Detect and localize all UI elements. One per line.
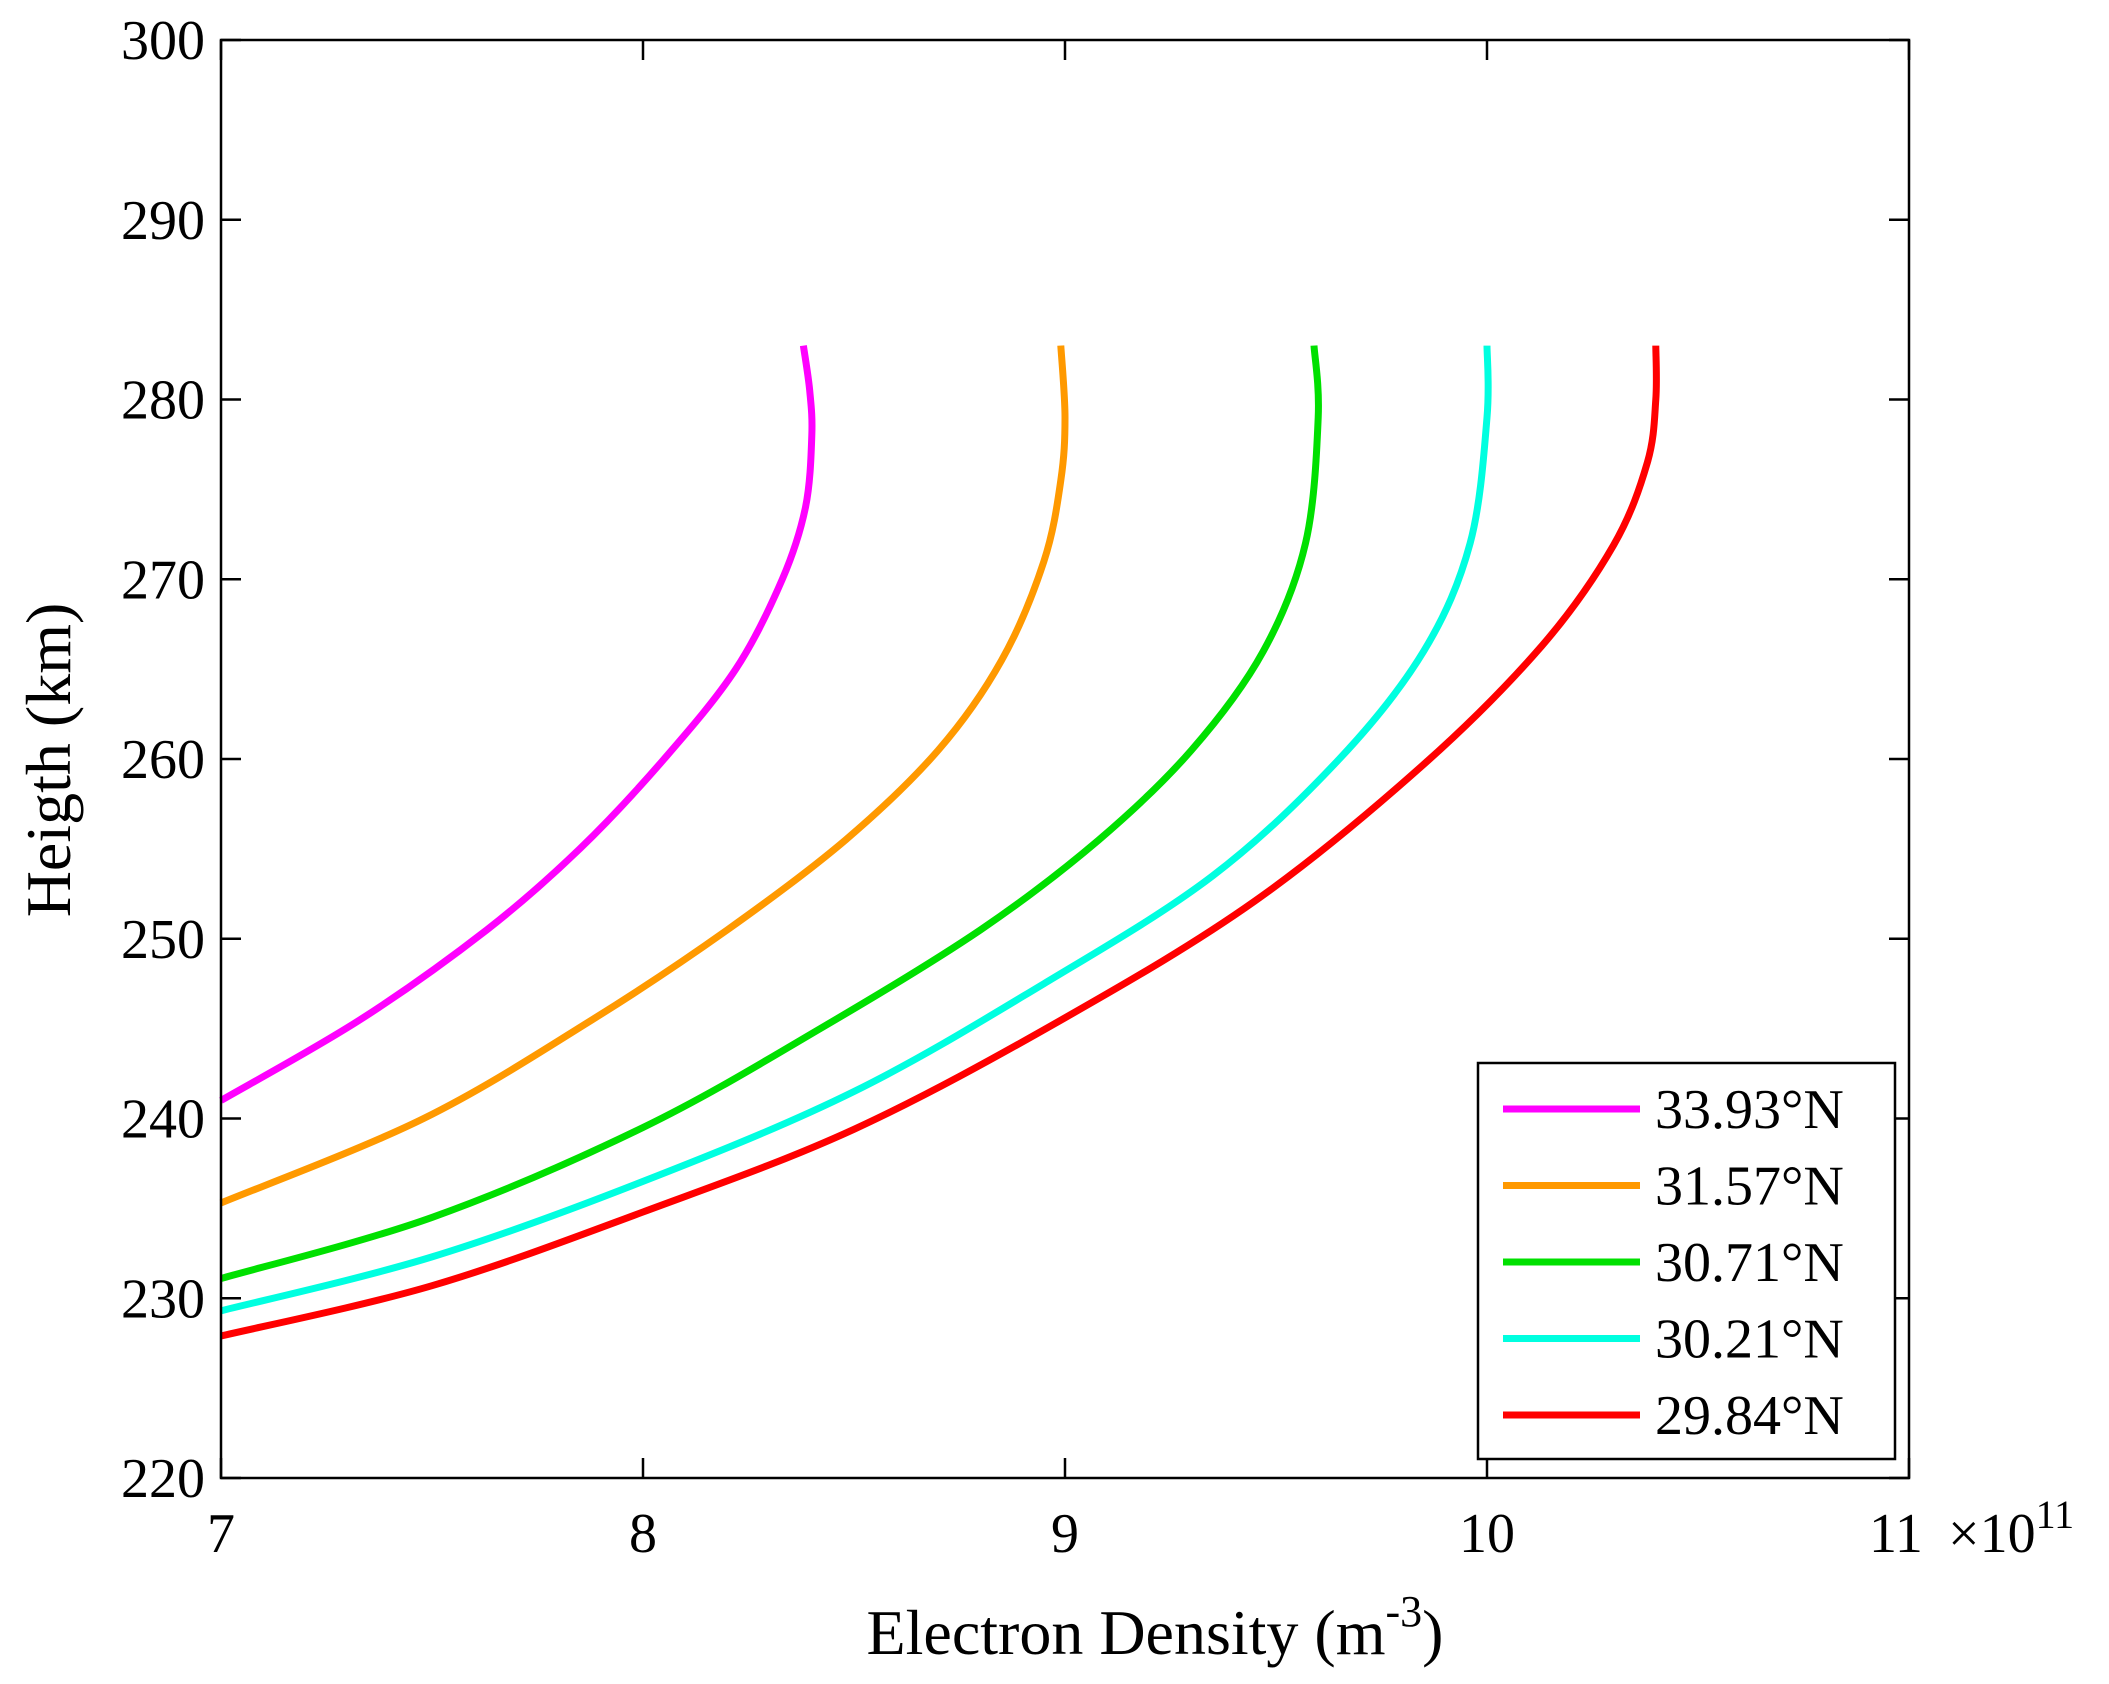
y-tick-label-5: 270 <box>121 549 205 611</box>
x-tick-label-2: 9 <box>1051 1503 1079 1565</box>
y-axis-label: Heigth (km) <box>13 603 84 918</box>
series-line-4 <box>220 345 1492 1315</box>
series-line-2 <box>219 345 1069 1207</box>
x-exponent-power: 11 <box>2036 1492 2075 1537</box>
x-axis-label: Electron Density (m-3) <box>867 1587 1444 1668</box>
x-axis-exponent: ×1011 <box>1948 1492 2074 1565</box>
y-tick-label-0: 220 <box>121 1448 205 1510</box>
legend-label-5: 29.84°N <box>1655 1385 1844 1447</box>
y-tick-label-3: 250 <box>121 909 205 971</box>
series-line-3 <box>220 345 1322 1282</box>
y-tick-label-4: 260 <box>121 729 205 791</box>
x-tick-label-3: 10 <box>1459 1503 1515 1565</box>
y-tick-label-1: 230 <box>121 1268 205 1330</box>
y-tick-label-8: 300 <box>121 10 205 72</box>
axis-ticks <box>219 38 1911 1480</box>
legend-entries: 33.93°N 31.57°N 30.71°N 30.21°N 29.84°N <box>1503 1079 1844 1447</box>
series-line-1 <box>219 345 816 1104</box>
series-line-5 <box>220 345 1660 1340</box>
legend: 33.93°N 31.57°N 30.71°N 30.21°N 29.84°N <box>1476 1061 1897 1461</box>
x-tick-labels: 7 8 9 10 11 <box>207 1503 1923 1565</box>
legend-label-2: 31.57°N <box>1655 1156 1844 1218</box>
y-tick-labels: 220 230 240 250 260 270 280 290 300 <box>121 10 205 1510</box>
x-tick-label-0: 7 <box>207 1503 235 1565</box>
x-axis-label-suffix: ) <box>1422 1597 1443 1668</box>
x-axis-label-main: Electron Density (m <box>867 1597 1386 1668</box>
legend-label-4: 30.21°N <box>1655 1309 1844 1371</box>
x-tick-label-4: 11 <box>1869 1503 1923 1565</box>
series-layer <box>219 345 1660 1340</box>
y-tick-label-7: 290 <box>121 190 205 252</box>
x-tick-label-1: 8 <box>629 1503 657 1565</box>
x-axis-label-superscript: -3 <box>1386 1587 1423 1636</box>
y-tick-label-2: 240 <box>121 1089 205 1151</box>
y-tick-label-6: 280 <box>121 370 205 432</box>
legend-label-3: 30.71°N <box>1655 1232 1844 1294</box>
x-exponent-base: ×10 <box>1948 1503 2036 1565</box>
legend-label-1: 33.93°N <box>1655 1079 1844 1141</box>
